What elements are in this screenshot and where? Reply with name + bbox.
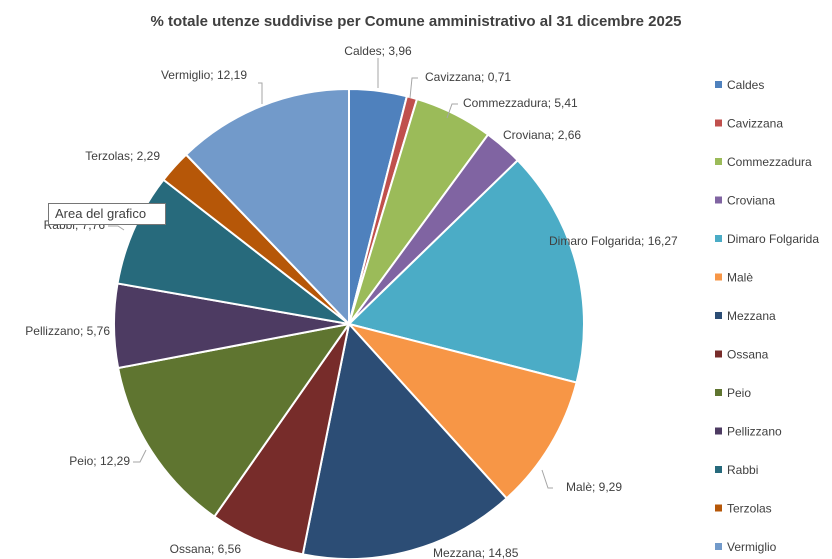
legend-label-vermiglio: Vermiglio xyxy=(727,540,777,554)
legend-swatch-rabbi xyxy=(715,466,722,473)
legend-swatch-male xyxy=(715,273,722,281)
data-labels: Caldes; 3,96 Cavizzana; 0,71 Commezzadura;… xyxy=(25,44,678,559)
legend-label-ossana: Ossana xyxy=(727,348,769,362)
legend-swatch-cavizzana xyxy=(715,119,722,127)
legend-label-mezzana: Mezzana xyxy=(727,309,776,323)
legend-label-caldes: Caldes xyxy=(727,78,764,92)
pie-slice-dimaro-folgarida[interactable] xyxy=(347,158,585,384)
legend-swatch-terzolas xyxy=(715,504,722,512)
leader-line-peio xyxy=(133,449,147,463)
legend-label-peio: Peio xyxy=(727,386,751,400)
data-label-pellizzano: Pellizzano; 5,76 xyxy=(25,324,110,338)
pie-slice-mezzana[interactable] xyxy=(301,321,509,559)
leader-line-cavizzana xyxy=(409,77,418,99)
data-label-cavizzana: Cavizzana; 0,71 xyxy=(425,70,511,84)
data-label-caldes: Caldes; 3,96 xyxy=(344,44,412,58)
legend-label-cavizzana: Cavizzana xyxy=(727,117,783,131)
legend-label-croviana: Croviana xyxy=(727,194,775,208)
legend-label-dimaro-folgarida: Dimaro Folgarida xyxy=(727,232,819,246)
pie-slice-vermiglio[interactable] xyxy=(184,87,350,327)
legend-swatch-ossana xyxy=(715,350,722,358)
legend-swatch-dimaro-folgarida xyxy=(715,235,722,242)
legend-swatch-caldes xyxy=(715,81,722,88)
legend-label-male: Malè xyxy=(727,271,753,285)
leader-line-commezzadura xyxy=(446,103,458,119)
legend-label-pellizzano: Pellizzano xyxy=(727,425,782,439)
data-label-mezzana: Mezzana; 14,85 xyxy=(433,546,519,559)
legend: Caldes Cavizzana Commezzadura Croviana Dimar… xyxy=(715,78,819,554)
data-label-commezzadura: Commezzadura; 5,41 xyxy=(463,96,578,110)
legend-label-terzolas: Terzolas xyxy=(727,502,772,516)
data-label-dimaro-folgarida: Dimaro Folgarida; 16,27 xyxy=(549,234,678,248)
leader-lines xyxy=(108,58,553,489)
leader-line-vermiglio xyxy=(258,82,263,104)
data-label-vermiglio: Vermiglio; 12,19 xyxy=(161,68,247,82)
data-label-terzolas: Terzolas; 2,29 xyxy=(85,149,160,163)
legend-swatch-peio xyxy=(715,389,722,396)
legend-swatch-croviana xyxy=(715,196,722,204)
data-label-croviana: Croviana; 2,66 xyxy=(503,128,581,142)
legend-label-commezzadura: Commezzadura xyxy=(727,155,812,169)
data-label-ossana: Ossana; 6,56 xyxy=(170,542,242,556)
leader-line-male xyxy=(541,469,553,489)
legend-label-rabbi: Rabbi xyxy=(727,463,758,477)
pie-slice-rabbi[interactable] xyxy=(116,178,350,325)
pie-slice-peio[interactable] xyxy=(116,322,352,518)
pie-slice-male[interactable] xyxy=(346,322,578,500)
leader-line-rabbi xyxy=(108,225,125,231)
chart-area-tooltip: Area del grafico xyxy=(48,203,166,225)
data-label-peio: Peio; 12,29 xyxy=(69,454,130,468)
legend-swatch-commezzadura xyxy=(715,158,722,165)
chart-title: % totale utenze suddivise per Comune amm… xyxy=(150,13,681,30)
data-label-male: Malè; 9,29 xyxy=(566,480,622,494)
legend-swatch-mezzana xyxy=(715,312,722,319)
pie-slices xyxy=(113,87,585,559)
legend-swatch-vermiglio xyxy=(715,543,722,550)
legend-swatch-pellizzano xyxy=(715,427,722,435)
